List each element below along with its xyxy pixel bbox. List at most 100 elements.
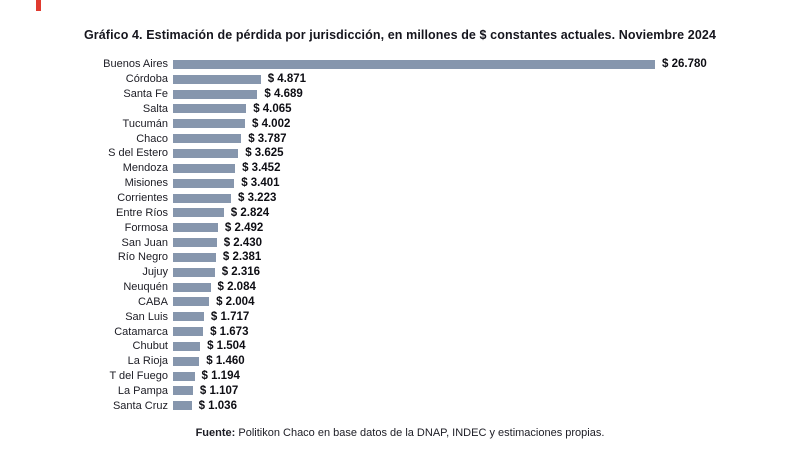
category-label: Santa Cruz: [112, 399, 168, 412]
bar: [173, 401, 192, 411]
bar-row: Córdoba $ 4.871: [38, 72, 800, 87]
value-label: $ 2.316: [221, 266, 261, 279]
bar-row: S del Estero $ 3.625: [38, 146, 800, 161]
category-label: San Juan: [121, 236, 168, 249]
bar-row: Santa Fe $ 4.689: [38, 87, 800, 102]
bar: [173, 59, 655, 69]
category-label: Chubut: [132, 340, 168, 353]
bar-row: CABA $ 2.004: [38, 295, 800, 310]
bar: [173, 282, 211, 292]
category-label: La Pampa: [117, 384, 168, 397]
value-label: $ 4.871: [267, 73, 307, 86]
bar-row: T del Fuego $ 1.194: [38, 369, 800, 384]
bar: [173, 267, 215, 277]
bar: [173, 148, 239, 158]
value-label: $ 3.452: [242, 162, 281, 175]
source-text: Politikon Chaco en base datos de la DNAP…: [235, 427, 605, 440]
bar-row: Buenos Aires $ 26.780: [38, 57, 800, 72]
bar-row: Chaco $ 3.787: [38, 131, 800, 146]
category-label: Corrientes: [117, 192, 168, 205]
category-label: T del Fuego: [109, 370, 168, 383]
bar: [173, 193, 231, 203]
category-label: Tucumán: [122, 117, 168, 130]
bar: [173, 178, 235, 188]
red-accent-mark: [36, 0, 41, 11]
bar-chart: Buenos Aires $ 26.780 Córdoba $ 4.871 Santa …: [38, 57, 800, 413]
category-label: Misiones: [124, 177, 168, 190]
value-label: $ 1.107: [199, 384, 239, 397]
source-note: Fuente: Politikon Chaco en base datos de…: [0, 427, 800, 439]
category-label: CABA: [138, 295, 168, 308]
category-label: Santa Fe: [123, 88, 168, 101]
bar: [173, 119, 245, 129]
value-label: $ 4.689: [264, 88, 303, 101]
bar-row: La Pampa $ 1.107: [38, 384, 800, 399]
source-label: Fuente:: [195, 427, 236, 440]
value-label: $ 1.673: [210, 325, 249, 338]
bar-row: Salta $ 4.065: [38, 102, 800, 117]
bar: [173, 89, 258, 99]
value-label: $ 2.084: [217, 281, 256, 294]
category-label: Río Negro: [117, 251, 168, 264]
category-label: Chaco: [136, 132, 168, 145]
value-label: $ 1.504: [207, 340, 246, 353]
bar: [173, 238, 217, 248]
value-label: $ 1.036: [198, 399, 237, 412]
category-label: Catamarca: [114, 325, 168, 338]
value-label: $ 3.401: [241, 177, 280, 190]
bar: [173, 341, 201, 351]
bar: [173, 327, 204, 337]
category-label: Mendoza: [122, 162, 168, 175]
value-label: $ 2.430: [223, 236, 263, 249]
category-label: Salta: [142, 102, 168, 115]
bar-row: Mendoza $ 3.452: [38, 161, 800, 176]
category-label: Buenos Aires: [103, 58, 168, 71]
bar-row: Corrientes $ 3.223: [38, 191, 800, 206]
bar-row: Formosa $ 2.492: [38, 220, 800, 235]
value-label: $ 26.780: [662, 58, 707, 71]
bar: [173, 371, 195, 381]
value-label: $ 1.460: [206, 355, 245, 368]
category-label: Córdoba: [125, 73, 168, 86]
bar: [173, 223, 218, 233]
category-label: Neuquén: [123, 281, 168, 294]
value-label: $ 2.381: [222, 251, 262, 264]
bar-row: Río Negro $ 2.381: [38, 250, 800, 265]
value-label: $ 3.223: [238, 192, 277, 205]
bar: [173, 163, 236, 173]
bar-row: Neuquén $ 2.084: [38, 280, 800, 295]
bar-row: San Juan $ 2.430: [38, 235, 800, 250]
bar-row: Entre Ríos $ 2.824: [38, 205, 800, 220]
bar-row: Santa Cruz $ 1.036: [38, 398, 800, 413]
bar-row: Catamarca $ 1.673: [38, 324, 800, 339]
bar: [173, 134, 242, 144]
value-label: $ 1.194: [201, 370, 240, 383]
bar-row: Jujuy $ 2.316: [38, 265, 800, 280]
bar: [173, 297, 210, 307]
category-label: San Luis: [125, 310, 168, 323]
value-label: $ 4.065: [253, 102, 292, 115]
category-label: Formosa: [124, 221, 168, 234]
value-label: $ 1.717: [210, 310, 250, 323]
value-label: $ 3.787: [248, 132, 287, 145]
bar-row: Chubut $ 1.504: [38, 339, 800, 354]
bar: [173, 208, 224, 218]
bar: [173, 252, 216, 262]
value-label: $ 2.004: [216, 295, 255, 308]
value-label: $ 2.492: [224, 221, 264, 234]
value-label: $ 4.002: [252, 117, 291, 130]
category-label: Entre Ríos: [116, 206, 168, 219]
chart-title: Gráfico 4. Estimación de pérdida por jur…: [83, 28, 717, 42]
bar: [173, 386, 193, 396]
bar-row: San Luis $ 1.717: [38, 309, 800, 324]
category-label: La Rioja: [127, 355, 168, 368]
bar: [173, 74, 261, 84]
value-label: $ 3.625: [245, 147, 284, 160]
bar: [173, 356, 200, 366]
value-label: $ 2.824: [230, 206, 270, 219]
bar-row: Tucumán $ 4.002: [38, 116, 800, 131]
category-label: Jujuy: [142, 266, 168, 279]
bar: [173, 104, 247, 114]
category-label: S del Estero: [108, 147, 168, 160]
